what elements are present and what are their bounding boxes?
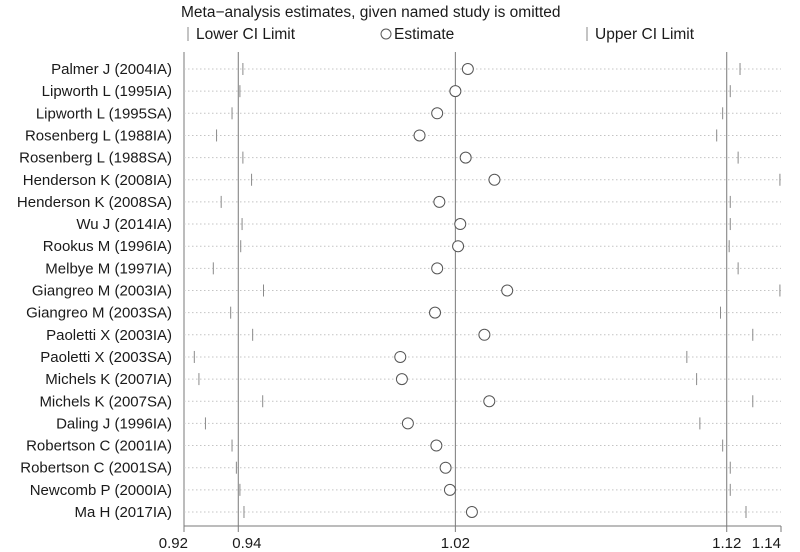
- study-row: Newcomb P (2000IA): [30, 482, 781, 499]
- study-label: Michels K (2007IA): [45, 371, 172, 388]
- study-label: Newcomb P (2000IA): [30, 482, 172, 499]
- study-row: Melbye M (1997IA): [45, 260, 781, 277]
- study-row: Paoletti X (2003IA): [46, 327, 781, 344]
- legend-upper-label: Upper CI Limit: [595, 26, 695, 43]
- study-row: Lipworth L (1995SA): [36, 105, 781, 122]
- study-label: Henderson K (2008SA): [17, 194, 172, 211]
- study-label: Lipworth L (1995SA): [36, 105, 172, 122]
- x-axis: 0.92 0.94 1.02 1.12 1.14: [159, 526, 782, 552]
- estimate-marker: [431, 262, 444, 275]
- study-label: Paoletti X (2003IA): [46, 327, 172, 344]
- estimate-marker: [465, 506, 478, 518]
- study-rows: Palmer J (2004IA) Lipworth L (1995IA) Lipw…: [17, 61, 781, 521]
- reference-lines: [237, 52, 728, 526]
- study-row: Rosenberg L (1988SA): [19, 150, 781, 167]
- estimate-marker: [439, 461, 452, 474]
- study-row: Robertson C (2001IA): [26, 438, 781, 455]
- estimate-marker: [413, 129, 426, 142]
- study-row: Michels K (2007IA): [45, 371, 781, 388]
- study-row: Ma H (2017IA): [74, 504, 781, 521]
- study-row: Palmer J (2004IA): [51, 61, 781, 78]
- study-label: Henderson K (2008IA): [23, 172, 172, 189]
- estimate-marker: [443, 483, 456, 496]
- estimate-marker: [454, 218, 467, 231]
- x-tick-label: 1.14: [752, 535, 781, 552]
- estimate-marker: [478, 328, 491, 341]
- study-label: Melbye M (1997IA): [45, 260, 172, 277]
- x-tick-label: 1.02: [441, 535, 470, 552]
- estimate-marker: [401, 417, 414, 430]
- study-label: Lipworth L (1995IA): [42, 83, 172, 100]
- study-row: Giangreo M (2003SA): [26, 305, 781, 322]
- estimate-marker: [452, 240, 465, 253]
- study-row: Paoletti X (2003SA): [40, 349, 781, 366]
- estimate-marker: [461, 63, 474, 75]
- x-tick-label: 0.94: [232, 535, 261, 552]
- estimate-marker: [488, 173, 501, 186]
- chart-title: Meta−analysis estimates, given named stu…: [181, 4, 561, 21]
- legend-estimate-marker: [380, 28, 392, 40]
- estimate-marker: [501, 284, 514, 297]
- estimate-marker: [433, 195, 446, 208]
- plot-frame: [183, 52, 781, 527]
- study-label: Ma H (2017IA): [74, 504, 172, 521]
- estimate-marker: [459, 151, 472, 164]
- x-tick-label: 0.92: [159, 535, 188, 552]
- study-row: Henderson K (2008IA): [23, 172, 781, 189]
- study-label: Michels K (2007SA): [39, 393, 172, 410]
- study-label: Palmer J (2004IA): [51, 61, 172, 78]
- estimate-marker: [431, 107, 444, 120]
- study-label: Rookus M (1996IA): [43, 238, 172, 255]
- study-label: Wu J (2014IA): [76, 216, 172, 233]
- legend: Lower CI Limit Estimate Upper CI Limit: [187, 26, 695, 43]
- estimate-marker: [483, 395, 496, 408]
- estimate-marker: [429, 306, 442, 319]
- study-label: Giangreo M (2003IA): [32, 283, 172, 300]
- study-row: Wu J (2014IA): [76, 216, 781, 233]
- study-row: Michels K (2007SA): [39, 393, 781, 410]
- study-row: Rosenberg L (1988IA): [25, 127, 781, 144]
- study-row: Rookus M (1996IA): [43, 238, 781, 255]
- study-label: Robertson C (2001SA): [20, 460, 172, 477]
- study-label: Paoletti X (2003SA): [40, 349, 172, 366]
- study-label: Robertson C (2001IA): [26, 438, 172, 455]
- study-row: Giangreo M (2003IA): [32, 283, 781, 300]
- estimate-marker: [449, 85, 462, 98]
- estimate-marker: [430, 439, 443, 452]
- estimate-marker: [395, 373, 408, 386]
- study-row: Henderson K (2008SA): [17, 194, 781, 211]
- study-label: Rosenberg L (1988SA): [19, 150, 172, 167]
- study-label: Daling J (1996IA): [56, 415, 172, 432]
- study-label: Giangreo M (2003SA): [26, 305, 172, 322]
- study-row: Lipworth L (1995IA): [42, 83, 781, 100]
- estimate-marker: [394, 350, 407, 363]
- legend-lower-label: Lower CI Limit: [196, 26, 296, 43]
- legend-estimate-label: Estimate: [394, 26, 454, 43]
- x-tick-label: 1.12: [712, 535, 741, 552]
- study-label: Rosenberg L (1988IA): [25, 127, 172, 144]
- study-row: Robertson C (2001SA): [20, 460, 781, 477]
- study-row: Daling J (1996IA): [56, 415, 781, 432]
